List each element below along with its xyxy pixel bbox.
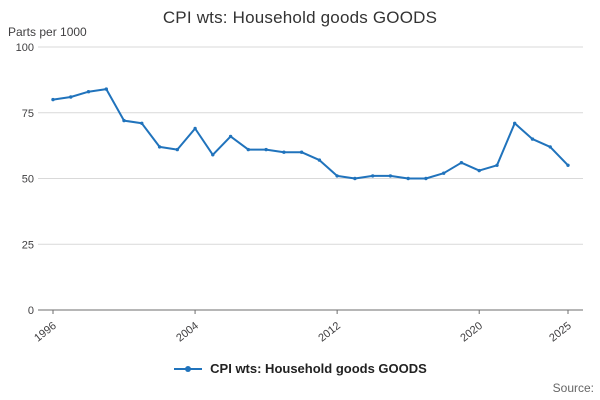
legend-label: CPI wts: Household goods GOODS (210, 361, 427, 376)
y-tick-label: 100 (16, 42, 34, 54)
data-point (459, 161, 464, 165)
x-tick-label: 1996 (32, 320, 59, 345)
data-point (353, 176, 357, 181)
chart-title: CPI wts: Household goods GOODS (162, 8, 438, 27)
data-point (69, 95, 73, 99)
data-point (157, 145, 162, 149)
data-point (424, 176, 428, 181)
legend: CPI wts: Household goods GOODS (0, 361, 600, 376)
data-point (530, 137, 535, 141)
data-point (140, 121, 144, 126)
y-tick-label: 50 (22, 174, 34, 186)
data-point (175, 147, 179, 152)
data-point (282, 150, 286, 154)
data-point (104, 87, 109, 91)
data-point (335, 174, 339, 178)
x-tick-label: 2004 (174, 320, 201, 345)
data-point (548, 145, 552, 149)
y-tick-label: 75 (22, 108, 34, 120)
data-point (388, 174, 393, 178)
data-point (566, 163, 570, 167)
y-tick-label: 0 (28, 305, 34, 317)
x-tick-label: 2020 (458, 320, 485, 345)
data-point (406, 176, 410, 181)
y-axis-unit-label: Parts per 1000 (8, 25, 87, 39)
data-point (477, 168, 481, 173)
data-point (264, 147, 268, 152)
x-tick-label: 2025 (547, 320, 574, 345)
data-point (371, 174, 375, 178)
data-point (51, 97, 55, 102)
data-point (193, 126, 197, 131)
data-point (246, 147, 250, 152)
x-tick-label: 2012 (316, 320, 343, 345)
data-line (52, 88, 569, 180)
source-label: Source: (552, 381, 594, 395)
data-point (442, 171, 446, 175)
data-point (299, 150, 304, 154)
data-point (211, 153, 215, 157)
data-point (317, 158, 322, 162)
data-point (122, 118, 126, 123)
data-point (513, 121, 517, 126)
data-point (86, 90, 91, 94)
data-point (495, 163, 499, 167)
y-tick-label: 25 (22, 239, 34, 251)
data-point (228, 134, 233, 139)
legend-dot (185, 365, 192, 372)
legend-marker (174, 365, 203, 372)
